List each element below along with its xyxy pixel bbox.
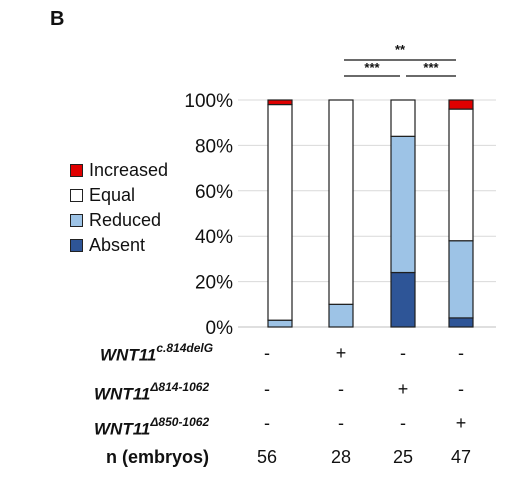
bar-4-equal bbox=[448, 108, 474, 242]
legend: Increased Equal Reduced Absent bbox=[70, 158, 168, 258]
bar-1-equal bbox=[267, 103, 293, 321]
row-gene-3: WNT11 bbox=[94, 419, 151, 439]
n-value-2: 28 bbox=[330, 447, 352, 467]
legend-swatch-reduced bbox=[70, 214, 83, 227]
row-label-d814-1062: WNT11Δ814-1062 bbox=[94, 380, 210, 405]
cell-r1-c4: - bbox=[458, 343, 464, 363]
bar-3-reduced bbox=[390, 135, 416, 274]
row-label-c814delg: WNT11c.814delG bbox=[100, 341, 214, 366]
cell-r3-c1: - bbox=[264, 413, 270, 433]
row-gene-2: WNT11 bbox=[94, 384, 151, 404]
bar-1-reduced bbox=[267, 319, 293, 328]
cell-r1-c2: + bbox=[335, 343, 347, 363]
bar-2-equal bbox=[328, 99, 354, 305]
bar-3-absent bbox=[390, 271, 416, 328]
bar-1-increased bbox=[267, 99, 293, 106]
row-gene-1: WNT11 bbox=[100, 345, 157, 365]
y-tick-label-80: 80% bbox=[195, 136, 233, 157]
bar-4-absent bbox=[448, 317, 474, 328]
row-allele-3: Δ850-1062 bbox=[150, 415, 210, 429]
y-tick-label-60: 60% bbox=[195, 182, 233, 203]
bar-3-equal bbox=[390, 99, 416, 137]
cell-r3-c2: - bbox=[338, 413, 344, 433]
row-allele-1: c.814delG bbox=[156, 341, 214, 355]
legend-item-equal: Equal bbox=[70, 183, 168, 208]
y-tick-label-0: 0% bbox=[206, 318, 234, 339]
legend-swatch-equal bbox=[70, 189, 83, 202]
legend-swatch-increased bbox=[70, 164, 83, 177]
legend-item-absent: Absent bbox=[70, 233, 168, 258]
legend-label-reduced: Reduced bbox=[89, 210, 162, 230]
legend-swatch-absent bbox=[70, 239, 83, 252]
legend-item-increased: Increased bbox=[70, 158, 168, 183]
cell-r2-c2: - bbox=[338, 379, 344, 399]
cell-r1-c1: - bbox=[264, 343, 270, 363]
bar-4-reduced bbox=[448, 240, 474, 319]
legend-label-equal: Equal bbox=[89, 185, 136, 205]
legend-label-absent: Absent bbox=[89, 235, 146, 255]
n-value-3: 25 bbox=[392, 447, 414, 467]
bar-2-reduced bbox=[328, 303, 354, 328]
cell-r1-c3: - bbox=[400, 343, 406, 363]
n-value-4: 47 bbox=[450, 447, 472, 467]
legend-label-increased: Increased bbox=[89, 160, 169, 180]
panel-label: B bbox=[50, 8, 65, 30]
row-label-d850-1062: WNT11Δ850-1062 bbox=[94, 415, 210, 440]
sig-label-top: ** bbox=[395, 42, 406, 57]
row-allele-2: Δ814-1062 bbox=[150, 380, 210, 394]
cell-r2-c4: - bbox=[458, 379, 464, 399]
cell-r3-c4: + bbox=[455, 413, 467, 433]
n-embryos-label: n (embryos) bbox=[106, 447, 210, 467]
y-tick-label-100: 100% bbox=[184, 91, 233, 112]
cell-r2-c1: - bbox=[264, 379, 270, 399]
y-tick-label-20: 20% bbox=[195, 273, 233, 294]
y-tick-label-40: 40% bbox=[195, 227, 233, 248]
n-value-1: 56 bbox=[256, 447, 278, 467]
bar-4-increased bbox=[448, 99, 474, 110]
cell-r3-c3: - bbox=[400, 413, 406, 433]
cell-r2-c3: + bbox=[397, 379, 409, 399]
sig-label-left: *** bbox=[364, 60, 380, 75]
legend-item-reduced: Reduced bbox=[70, 208, 168, 233]
sig-label-right: *** bbox=[423, 60, 439, 75]
